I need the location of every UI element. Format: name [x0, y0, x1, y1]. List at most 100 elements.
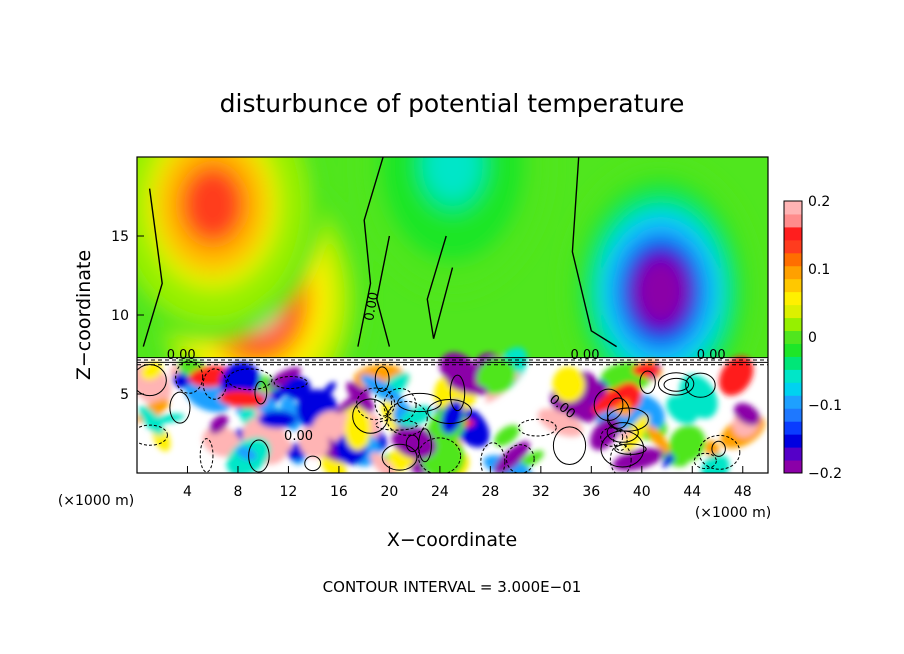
contour-lines [137, 157, 768, 473]
eddy [623, 414, 649, 452]
eddy-contour [273, 376, 308, 390]
contour-interval-note: CONTOUR INTERVAL = 3.000E−01 [323, 578, 582, 596]
eddy [612, 447, 664, 471]
eddy-contour [352, 398, 389, 434]
colorbar-tick-label: −0.2 [808, 466, 842, 482]
colorbar-swatch [784, 421, 802, 435]
eddy [391, 425, 437, 460]
colorbar-tick-label: 0 [808, 330, 817, 346]
upper-feature-3-level-6 [425, 157, 480, 200]
eddy [719, 356, 754, 396]
plot-area [137, 157, 768, 473]
eddy-contour [227, 368, 273, 391]
eddy [439, 352, 477, 388]
eddy-contour [417, 437, 462, 473]
colorbar-swatch [784, 460, 802, 474]
x-tick-label: 20 [380, 484, 398, 500]
colorbar-swatch [784, 291, 802, 306]
eddy-contour [248, 439, 270, 473]
eddy-contour [374, 387, 393, 417]
colorbar-swatch [784, 265, 802, 280]
eddy-contour [427, 399, 473, 424]
zero-contour [142, 188, 163, 347]
eddy-contour [552, 426, 587, 466]
eddy [646, 425, 670, 453]
y-tick-label: 5 [120, 387, 129, 403]
colorbar-swatch [784, 201, 802, 215]
x-axis-label: X−coordinate [387, 529, 517, 551]
eddy-contour [381, 443, 418, 471]
colorbar-swatch [784, 382, 802, 396]
eddy-contour [254, 380, 268, 405]
eddy [519, 450, 544, 468]
x-unit-right: (×1000 m) [695, 505, 771, 521]
eddy-contour [175, 360, 204, 394]
upper-feature-1-level-6 [184, 168, 242, 241]
x-tick-label: 24 [431, 484, 449, 500]
eddy [669, 425, 706, 463]
eddy [441, 400, 464, 434]
eddy-contour [405, 434, 420, 453]
chart-title: disturbunce of potential temperature [220, 89, 685, 118]
contour-label: 0.00 [697, 348, 726, 363]
colorbar-tick-label: 0.2 [808, 194, 830, 210]
zero-contour [376, 235, 391, 347]
eddy [202, 426, 241, 457]
x-tick-label: 28 [481, 484, 499, 500]
eddy [209, 414, 229, 434]
x-tick-label: 48 [734, 484, 752, 500]
colorbar-swatch [784, 330, 802, 344]
eddy [679, 374, 718, 419]
contour-label: 0.00 [571, 348, 600, 363]
eddy [219, 361, 260, 400]
y-axis-label: Z−coordinate [73, 250, 95, 380]
x-tick-label: 16 [330, 484, 348, 500]
colorbar-swatch [784, 304, 802, 319]
eddy [258, 410, 297, 429]
colorbar-swatch [784, 239, 802, 254]
colorbar-frame [783, 200, 803, 474]
colorbar-swatch [784, 356, 802, 370]
colorbar-swatch [784, 213, 802, 228]
eddy-contour [613, 428, 628, 451]
x-tick-label: 44 [683, 484, 701, 500]
eddy-contour [639, 370, 656, 394]
x-tick-label: 4 [183, 484, 192, 500]
eddy-contour [698, 434, 741, 470]
eddy-contour [137, 424, 168, 446]
eddy-contour [374, 366, 390, 392]
contour-label: 0.00 [284, 429, 313, 444]
colorbar-swatch [784, 317, 802, 332]
colorbar-swatch [784, 252, 802, 267]
eddy-contour [480, 442, 506, 473]
eddy-contour [600, 430, 645, 468]
eddy [298, 426, 330, 459]
eddy [552, 366, 585, 403]
eddy [591, 382, 637, 414]
colorbar-swatch [784, 395, 802, 409]
x-tick-label: 12 [280, 484, 298, 500]
eddy-contour [711, 440, 726, 457]
eddy-contour [383, 387, 417, 423]
contour-label: 0.00 [167, 348, 196, 363]
zero-contour [571, 157, 617, 348]
eddy-contour [202, 368, 227, 400]
eddy-contour [663, 377, 690, 392]
x-tick-label: 36 [582, 484, 600, 500]
eddy [734, 403, 761, 426]
eddy-contour [505, 444, 535, 473]
x-tick-label: 32 [532, 484, 550, 500]
colorbar-tick-label: 0.1 [808, 262, 830, 278]
eddy-contour [606, 397, 631, 429]
colorbar-swatch [784, 447, 802, 461]
eddy [494, 441, 530, 473]
eddy [447, 379, 489, 395]
eddy [172, 372, 190, 389]
x-tick-label: 8 [233, 484, 242, 500]
eddy [346, 381, 374, 413]
y-tick-label: 15 [111, 229, 129, 245]
eddy-contour [449, 374, 466, 412]
eddy-contour [609, 443, 632, 473]
eddy-contour [304, 455, 322, 472]
colorbar-swatch [784, 343, 802, 357]
